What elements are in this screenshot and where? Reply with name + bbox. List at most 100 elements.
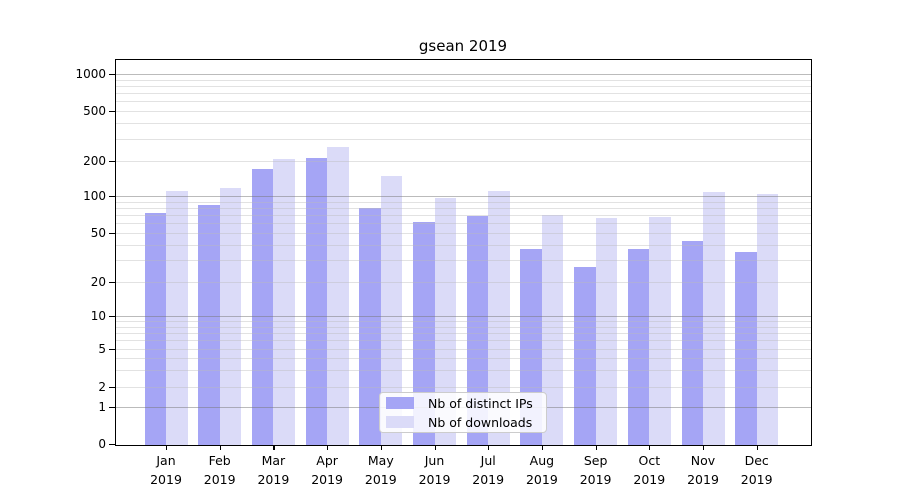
bars-layer [116, 60, 811, 445]
bar-downloads-jul [488, 191, 510, 445]
y-tick-label: 1 [98, 400, 106, 414]
y-tick-label: 1000 [75, 67, 106, 81]
x-tick-label: Sep 2019 [579, 453, 612, 487]
y-tick-label: 500 [83, 104, 106, 118]
bar-downloads-mar [273, 159, 295, 445]
y-tick-label: 10 [90, 309, 106, 323]
x-tick-mark [273, 445, 275, 450]
bar-distinct-ips-mar [251, 169, 274, 445]
minor-gridline [116, 349, 811, 350]
y-tick-mark [109, 407, 115, 409]
minor-gridline [116, 370, 811, 372]
minor-gridline [116, 223, 811, 225]
minor-gridline [116, 321, 811, 322]
y-tick-mark [109, 161, 115, 163]
bar-distinct-ips-oct [627, 248, 650, 445]
x-tick-mark [219, 445, 221, 450]
minor-gridline [116, 387, 811, 388]
bar-downloads-jan [166, 190, 188, 445]
chart-title: gsean 2019 [418, 37, 508, 55]
x-tick-label: Dec 2019 [740, 453, 773, 487]
minor-gridline [116, 123, 811, 125]
x-tick-mark [595, 445, 597, 450]
x-tick-mark [703, 445, 705, 450]
x-tick-label: Nov 2019 [687, 453, 719, 487]
y-tick-mark [109, 316, 115, 318]
legend-swatch-distinct-ips [386, 397, 414, 409]
bar-downloads-dec [756, 194, 779, 445]
x-tick-label: Feb 2019 [203, 453, 236, 487]
legend-label-downloads: Nb of downloads [428, 414, 533, 430]
y-tick-mark [109, 349, 115, 351]
bar-distinct-ips-jun [413, 221, 435, 445]
x-tick-mark [488, 445, 490, 450]
minor-gridline [116, 260, 811, 262]
major-gridline [116, 316, 811, 317]
minor-gridline [116, 244, 811, 246]
y-tick-mark [109, 196, 115, 198]
y-tick-label: 2 [98, 380, 106, 394]
x-tick-label: May 2019 [364, 453, 397, 487]
x-tick-mark [327, 445, 329, 450]
bar-distinct-ips-jul [466, 216, 489, 445]
minor-gridline [116, 85, 811, 87]
y-tick-mark [109, 443, 115, 445]
x-tick-mark [756, 445, 758, 450]
y-tick-mark [109, 233, 115, 235]
bar-downloads-may [380, 175, 403, 445]
minor-gridline [116, 111, 811, 112]
x-tick-mark [541, 445, 544, 450]
x-tick-label: Jan 2019 [150, 453, 182, 487]
y-tick-label: 5 [98, 342, 106, 356]
x-tick-mark [649, 445, 651, 450]
bar-distinct-ips-may [359, 208, 381, 445]
major-gridline [116, 74, 811, 75]
x-tick-label: Mar 2019 [257, 453, 290, 487]
x-tick-label: Oct 2019 [633, 453, 666, 487]
y-tick-mark [109, 282, 115, 284]
y-tick-label: 0 [98, 436, 106, 451]
x-tick-label: Apr 2019 [311, 453, 343, 487]
bar-distinct-ips-feb [198, 205, 220, 445]
bar-downloads-jun [434, 198, 456, 445]
gridlines-layer [116, 60, 811, 445]
x-tick-label: Aug 2019 [525, 453, 558, 487]
legend-item-downloads: Nb of downloads [386, 415, 540, 430]
bar-downloads-apr [327, 146, 349, 445]
x-tick-label: Jun 2019 [418, 453, 451, 487]
plot-area [115, 59, 812, 446]
bar-distinct-ips-jan [144, 213, 166, 445]
legend-swatch-downloads [386, 416, 414, 428]
y-tick-label: 50 [90, 226, 106, 240]
minor-gridline [116, 201, 811, 203]
minor-gridline [116, 215, 811, 216]
y-tick-label: 200 [83, 154, 106, 168]
y-tick-label: 100 [83, 189, 106, 203]
y-tick-mark [109, 387, 115, 389]
legend-label-distinct-ips: Nb of distinct IPs [428, 395, 533, 411]
bar-downloads-oct [649, 216, 671, 445]
minor-gridline [116, 93, 811, 94]
x-tick-mark [434, 445, 436, 450]
minor-gridline [116, 138, 811, 140]
y-tick-label: 20 [90, 275, 106, 289]
bar-distinct-ips-sep [574, 267, 596, 445]
y-tick-mark [109, 74, 115, 76]
minor-gridline [116, 79, 811, 81]
x-tick-mark [166, 445, 168, 450]
bar-downloads-nov [703, 192, 725, 445]
bar-distinct-ips-nov [681, 240, 703, 445]
legend: Nb of distinct IPs Nb of downloads [379, 392, 547, 433]
bar-distinct-ips-apr [305, 158, 328, 445]
legend-item-distinct-ips: Nb of distinct IPs [386, 396, 540, 411]
x-tick-label: Jul 2019 [472, 453, 505, 487]
minor-gridline [116, 358, 811, 360]
minor-gridline [116, 282, 811, 283]
minor-gridline [116, 207, 811, 209]
minor-gridline [116, 333, 811, 334]
bar-downloads-sep [595, 218, 618, 445]
minor-gridline [116, 161, 811, 162]
minor-gridline [116, 326, 811, 328]
minor-gridline [116, 233, 811, 234]
